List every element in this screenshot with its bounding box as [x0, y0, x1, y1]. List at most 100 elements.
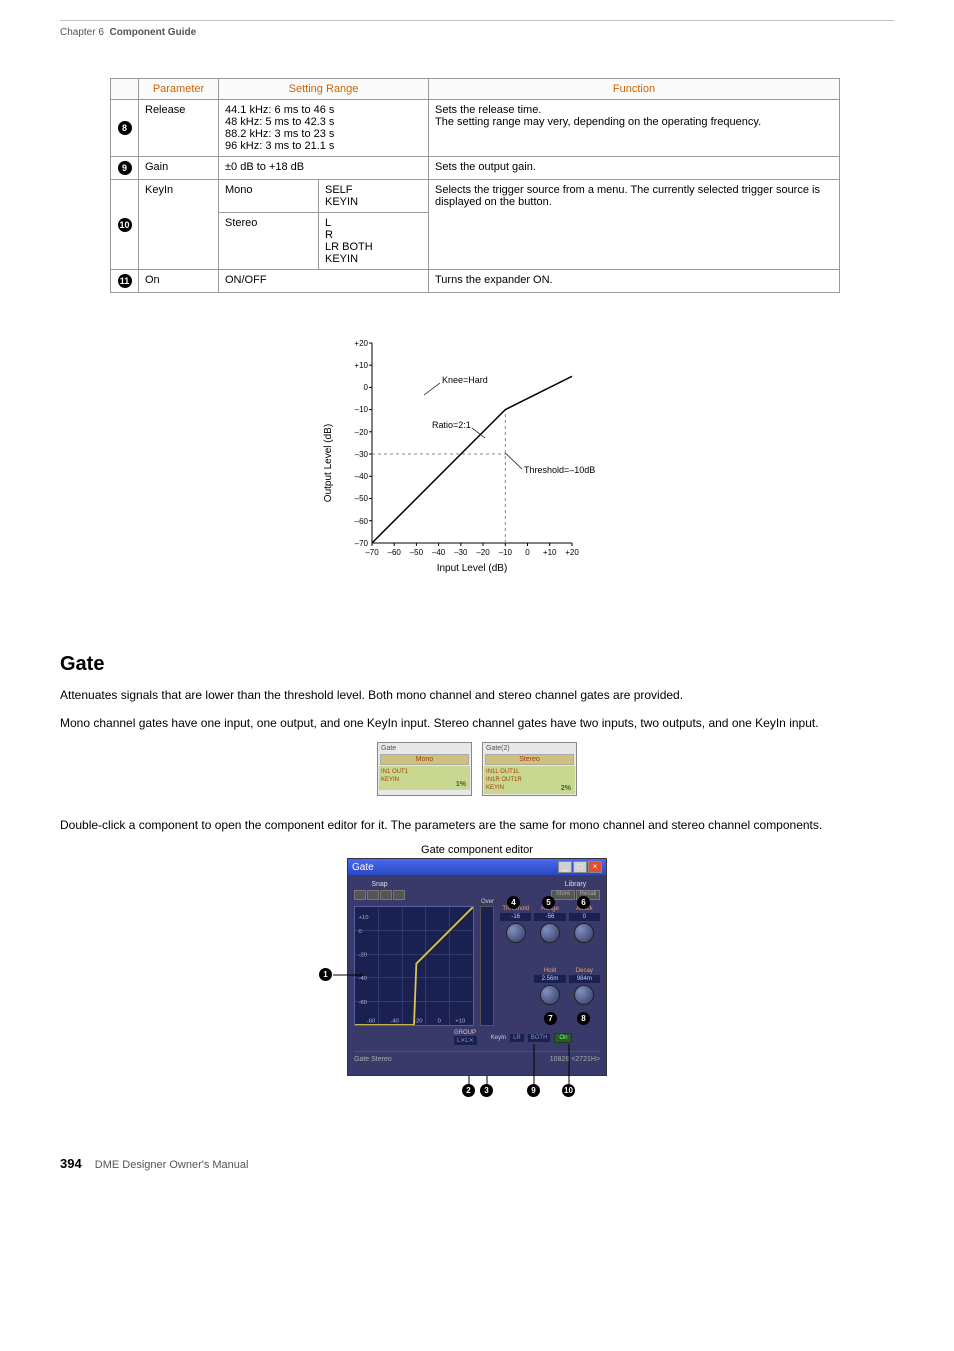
chapter-prefix: Chapter 6: [60, 27, 104, 38]
chapter-header: Chapter 6 Component Guide: [60, 27, 894, 38]
gate-para3: Double-click a component to open the com…: [60, 816, 894, 834]
th-blank: [111, 79, 139, 100]
anno-threshold: Threshold=–10dB: [524, 465, 595, 475]
decay-knob[interactable]: [574, 985, 594, 1005]
comp-mono-sub: Mono: [380, 754, 469, 765]
comp-mono-pct: 1%: [456, 781, 466, 788]
section-title-gate: Gate: [60, 653, 894, 676]
meter-label: Over: [481, 899, 494, 905]
knob-val-threshold: -16: [500, 913, 531, 921]
knob-area: Threshold -16 Range -56 Attack 0: [500, 906, 600, 1026]
attack-knob[interactable]: [574, 923, 594, 943]
page-footer: 394 DME Designer Owner's Manual: [60, 1156, 894, 1171]
comp-mono-title: Gate: [379, 744, 470, 753]
svg-text:+10: +10: [354, 361, 368, 370]
svg-text:–50: –50: [410, 548, 424, 557]
svg-text:–50: –50: [355, 494, 369, 503]
gate-curve-graph[interactable]: +100 -20-40 -60 -60-40 -200+10: [354, 906, 474, 1026]
snap-section: Snap: [354, 881, 405, 900]
level-meter: Over: [480, 906, 494, 1026]
th-function: Function: [429, 79, 840, 100]
svg-text:-60: -60: [367, 1019, 376, 1025]
hold-knob[interactable]: [540, 985, 560, 1005]
callout-7: 7: [544, 1012, 557, 1025]
svg-text:0: 0: [438, 1019, 442, 1025]
svg-text:–10: –10: [355, 405, 369, 414]
anno-ratio: Ratio=2:1: [432, 420, 471, 430]
group-value[interactable]: L✕L✕: [454, 1036, 477, 1045]
svg-text:0: 0: [359, 929, 363, 935]
func-gain: Sets the output gain.: [429, 157, 840, 180]
knob-val-attack: 0: [569, 913, 600, 921]
editor-titlebar: Gate _ □ ×: [348, 859, 606, 875]
knob-val-range: -56: [534, 913, 565, 921]
svg-text:–60: –60: [355, 517, 369, 526]
callout-1: 1: [319, 968, 332, 981]
svg-text:+10: +10: [359, 915, 370, 921]
comp-mono: Gate Mono IN1 OUT1 KEYIN 1%: [377, 742, 472, 796]
y-axis-label: Output Level (dB): [323, 424, 334, 502]
keyin-label: KeyIn: [491, 1035, 506, 1041]
svg-text:–70: –70: [355, 539, 369, 548]
row-num: 11: [118, 274, 132, 288]
gate-para1: Attenuates signals that are lower than t…: [60, 686, 894, 704]
maximize-button[interactable]: □: [573, 861, 587, 873]
setting-keyin-mono: Mono: [219, 180, 319, 213]
func-on: Turns the expander ON.: [429, 270, 840, 293]
editor-caption: Gate component editor: [60, 844, 894, 856]
setting-keyin-stereo-opts: L R LR BOTH KEYIN: [319, 213, 429, 270]
th-parameter: Parameter: [139, 79, 219, 100]
callout-4: 4: [507, 896, 520, 909]
svg-text:–40: –40: [432, 548, 446, 557]
anno-knee: Knee=Hard: [442, 375, 488, 385]
keyin-both[interactable]: BOTH: [528, 1034, 551, 1042]
editor-footer-left: Gate Stereo: [354, 1056, 392, 1063]
minimize-button[interactable]: _: [558, 861, 572, 873]
comp-stereo-io2: IN1R OUT1R: [486, 776, 573, 784]
callout-8: 8: [577, 1012, 590, 1025]
snap-button[interactable]: [354, 890, 366, 900]
footer-text: DME Designer Owner's Manual: [95, 1159, 249, 1171]
func-keyin: Selects the trigger source from a menu. …: [429, 180, 840, 270]
svg-text:-60: -60: [359, 1000, 368, 1006]
callout-9: 9: [527, 1084, 540, 1097]
svg-text:–20: –20: [355, 428, 369, 437]
row-num: 8: [118, 121, 132, 135]
setting-keyin-stereo: Stereo: [219, 213, 319, 270]
th-setting: Setting Range: [219, 79, 429, 100]
snap-button[interactable]: [367, 890, 379, 900]
svg-text:+20: +20: [565, 548, 579, 557]
comp-stereo-pct: 2%: [561, 785, 571, 792]
svg-text:–40: –40: [355, 472, 369, 481]
comp-stereo: Gate(2) Stereo IN1L OUT1L IN1R OUT1R KEY…: [482, 742, 577, 796]
component-preview: Gate Mono IN1 OUT1 KEYIN 1% Gate(2) Ster…: [372, 742, 582, 796]
svg-text:–30: –30: [454, 548, 468, 557]
knob-val-decay: 984m: [569, 975, 600, 983]
callout-2: 2: [462, 1084, 475, 1097]
range-knob[interactable]: [540, 923, 560, 943]
on-button[interactable]: On: [554, 1033, 572, 1043]
svg-text:–60: –60: [388, 548, 402, 557]
library-section: Library Store Recall: [551, 881, 600, 900]
close-button[interactable]: ×: [588, 861, 602, 873]
row-num: 10: [118, 218, 132, 232]
svg-text:+10: +10: [455, 1019, 466, 1025]
param-gain: Gain: [139, 157, 219, 180]
param-keyin: KeyIn: [139, 180, 219, 270]
threshold-knob[interactable]: [506, 923, 526, 943]
svg-text:0: 0: [364, 383, 369, 392]
func-release: Sets the release time. The setting range…: [429, 100, 840, 157]
setting-keyin-mono-opts: SELF KEYIN: [319, 180, 429, 213]
keyin-lr[interactable]: LR: [510, 1034, 524, 1042]
setting-on: ON/OFF: [219, 270, 429, 293]
comp-stereo-title: Gate(2): [484, 744, 575, 753]
callout-3: 3: [480, 1084, 493, 1097]
gate-para2: Mono channel gates have one input, one o…: [60, 714, 894, 732]
svg-text:–20: –20: [476, 548, 490, 557]
callout-10: 10: [562, 1084, 575, 1097]
editor-wrap: Gate _ □ × Snap Library: [347, 858, 607, 1076]
snap-button[interactable]: [380, 890, 392, 900]
snap-button[interactable]: [393, 890, 405, 900]
editor-title: Gate: [352, 862, 374, 873]
svg-text:-40: -40: [359, 976, 368, 982]
